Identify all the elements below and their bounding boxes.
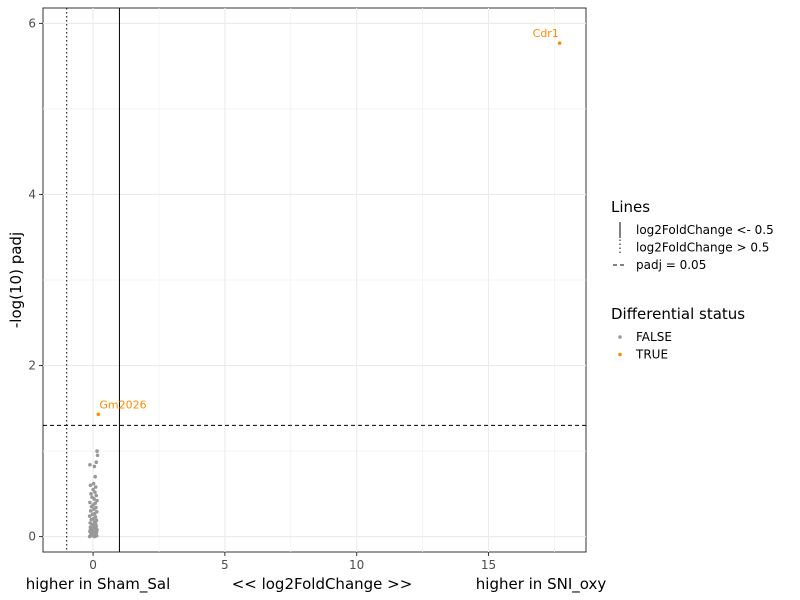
y-tick-label: 6 — [28, 16, 36, 30]
y-tick-label: 4 — [28, 187, 36, 201]
data-point — [93, 490, 97, 494]
legend-key-point — [618, 335, 622, 339]
data-point — [92, 464, 97, 469]
data-point — [94, 493, 99, 498]
data-point — [91, 487, 95, 492]
data-point — [88, 527, 93, 532]
data-point — [87, 534, 92, 539]
data-point — [95, 498, 99, 503]
data-point — [92, 497, 96, 501]
data-point — [95, 449, 99, 453]
reference-lines — [43, 8, 586, 552]
legend-key-point — [618, 352, 622, 357]
legend-label: log2FoldChange <- 0.5 — [636, 223, 774, 237]
data-point — [90, 532, 94, 536]
point-label: Cdr1 — [533, 27, 559, 40]
data-point — [90, 512, 95, 517]
data-point — [89, 504, 94, 509]
data-point — [88, 462, 92, 467]
x-tick-label: 10 — [349, 558, 364, 572]
x-axis-label-left: higher in Sham_Sal — [26, 575, 171, 594]
data-point — [93, 485, 98, 489]
x-axis-ticks: 0 5 10 15 — [89, 552, 496, 572]
x-axis-label-right: higher in SNI_oxy — [476, 575, 607, 594]
data-point — [88, 500, 92, 505]
data-point — [94, 460, 99, 464]
y-tick-label: 0 — [28, 530, 36, 544]
data-point — [92, 507, 96, 512]
x-tick-label: 15 — [481, 558, 496, 572]
point-labels: Cdr1 Gm2026 — [99, 27, 558, 411]
x-tick-label: 0 — [89, 558, 97, 572]
y-tick-label: 2 — [28, 359, 36, 373]
data-point — [95, 453, 100, 458]
data-point — [94, 530, 99, 535]
points — [87, 41, 562, 539]
data-point — [93, 474, 97, 479]
data-point — [557, 41, 562, 45]
legend-label: FALSE — [636, 330, 672, 344]
legend-title-lines: Lines — [611, 198, 650, 216]
data-point — [89, 517, 94, 522]
x-axis-label-center: << log2FoldChange >> — [232, 575, 413, 593]
legend: Lines log2FoldChange <- 0.5 log2FoldChang… — [611, 198, 774, 362]
legend-title-status: Differential status — [611, 305, 745, 323]
data-point — [89, 492, 93, 496]
legend-label: log2FoldChange > 0.5 — [636, 241, 769, 255]
data-point — [88, 483, 93, 488]
grid — [43, 8, 586, 552]
y-axis-label: -log(10) padj — [7, 232, 25, 328]
data-point — [94, 533, 99, 538]
data-point — [91, 526, 96, 530]
data-point — [91, 481, 96, 486]
legend-label: padj = 0.05 — [636, 258, 706, 272]
data-point — [87, 514, 92, 518]
y-axis-ticks: 0 2 4 6 — [28, 16, 43, 544]
data-point — [96, 412, 101, 417]
x-tick-label: 5 — [221, 558, 229, 572]
data-point — [88, 509, 93, 513]
legend-label: TRUE — [635, 348, 668, 362]
point-label: Gm2026 — [99, 398, 146, 411]
